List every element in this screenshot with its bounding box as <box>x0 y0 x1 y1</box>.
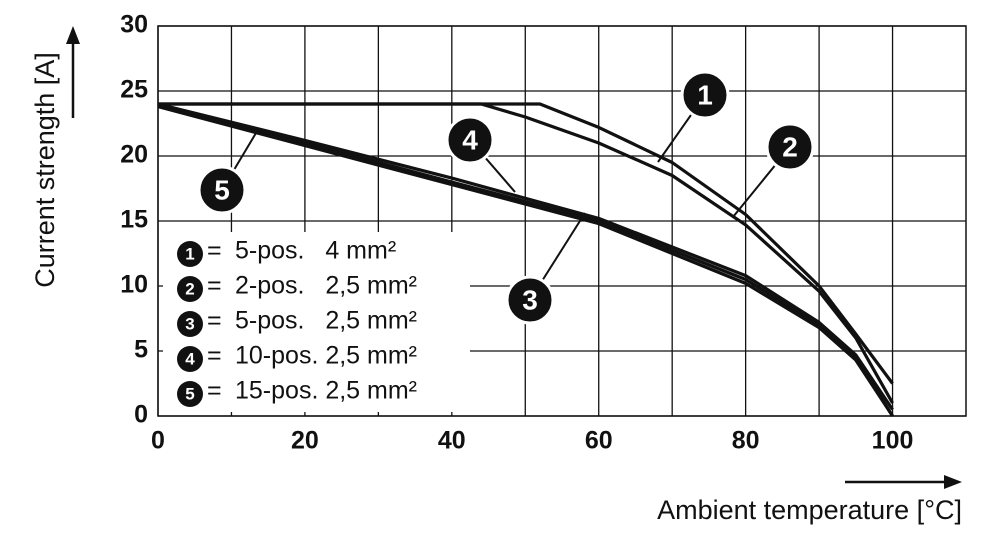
x-tick-label: 20 <box>291 427 319 455</box>
y-axis-label: Current strength [A] <box>30 52 60 288</box>
callout-badge <box>197 165 247 215</box>
legend: 1 = 5-pos. 4 mm² 2 = 2-pos. 2,5 mm² 3 = 5-pos. 2… <box>163 232 470 412</box>
legend-badge <box>177 276 203 302</box>
legend-badge <box>177 311 203 337</box>
y-tick-label: 0 <box>134 401 148 429</box>
legend-label: 15-pos. 2,5 mm² <box>235 377 417 405</box>
legend-badge-label: 4 <box>185 349 195 368</box>
legend-separator: = <box>207 272 222 300</box>
legend-separator: = <box>207 307 222 335</box>
legend-separator: = <box>207 237 222 265</box>
callout-label: 5 <box>214 174 230 205</box>
legend-badge <box>177 381 203 407</box>
legend-badge <box>177 241 203 267</box>
legend-badge <box>177 346 203 372</box>
axis-arrows <box>66 26 962 489</box>
legend-separator: = <box>207 377 222 405</box>
legend-badge-label: 5 <box>185 384 194 403</box>
callout-badge <box>505 275 555 325</box>
legend-box <box>163 232 470 412</box>
y-tick-label: 25 <box>120 76 148 104</box>
series-line <box>158 102 894 404</box>
legend-badge-label: 3 <box>185 314 194 333</box>
y-tick-label: 30 <box>120 11 148 39</box>
y-tick-label: 10 <box>120 271 148 299</box>
callout-label: 3 <box>522 284 538 315</box>
callout-badge <box>765 122 815 172</box>
series-line <box>157 105 894 417</box>
x-tick-label: 60 <box>585 427 613 455</box>
callout-badge <box>445 115 495 165</box>
y-tick-label: 5 <box>134 336 148 364</box>
legend-label: 5-pos. 4 mm² <box>235 237 396 265</box>
legend-label: 5-pos. 2,5 mm² <box>235 307 417 335</box>
y-tick-label: 20 <box>120 141 148 169</box>
series-line <box>157 102 894 417</box>
x-tick-label: 100 <box>872 427 914 455</box>
x-tick-label: 80 <box>732 427 760 455</box>
callout-label: 1 <box>697 79 713 110</box>
x-tick-label: 40 <box>438 427 466 455</box>
x-tick-label: 0 <box>151 427 165 455</box>
legend-badge-label: 2 <box>185 279 194 298</box>
callout-label: 4 <box>462 124 478 155</box>
callout-label: 2 <box>782 131 798 162</box>
series-line <box>158 102 894 385</box>
legend-badge-label: 1 <box>185 244 194 263</box>
y-tick-label: 15 <box>120 206 148 234</box>
legend-label: 10-pos. 2,5 mm² <box>235 342 417 370</box>
callout-badge <box>680 70 730 120</box>
legend-separator: = <box>207 342 222 370</box>
series-line <box>157 102 894 411</box>
legend-label: 2-pos. 2,5 mm² <box>235 272 417 300</box>
x-axis-label: Ambient temperature [°C] <box>657 495 962 525</box>
